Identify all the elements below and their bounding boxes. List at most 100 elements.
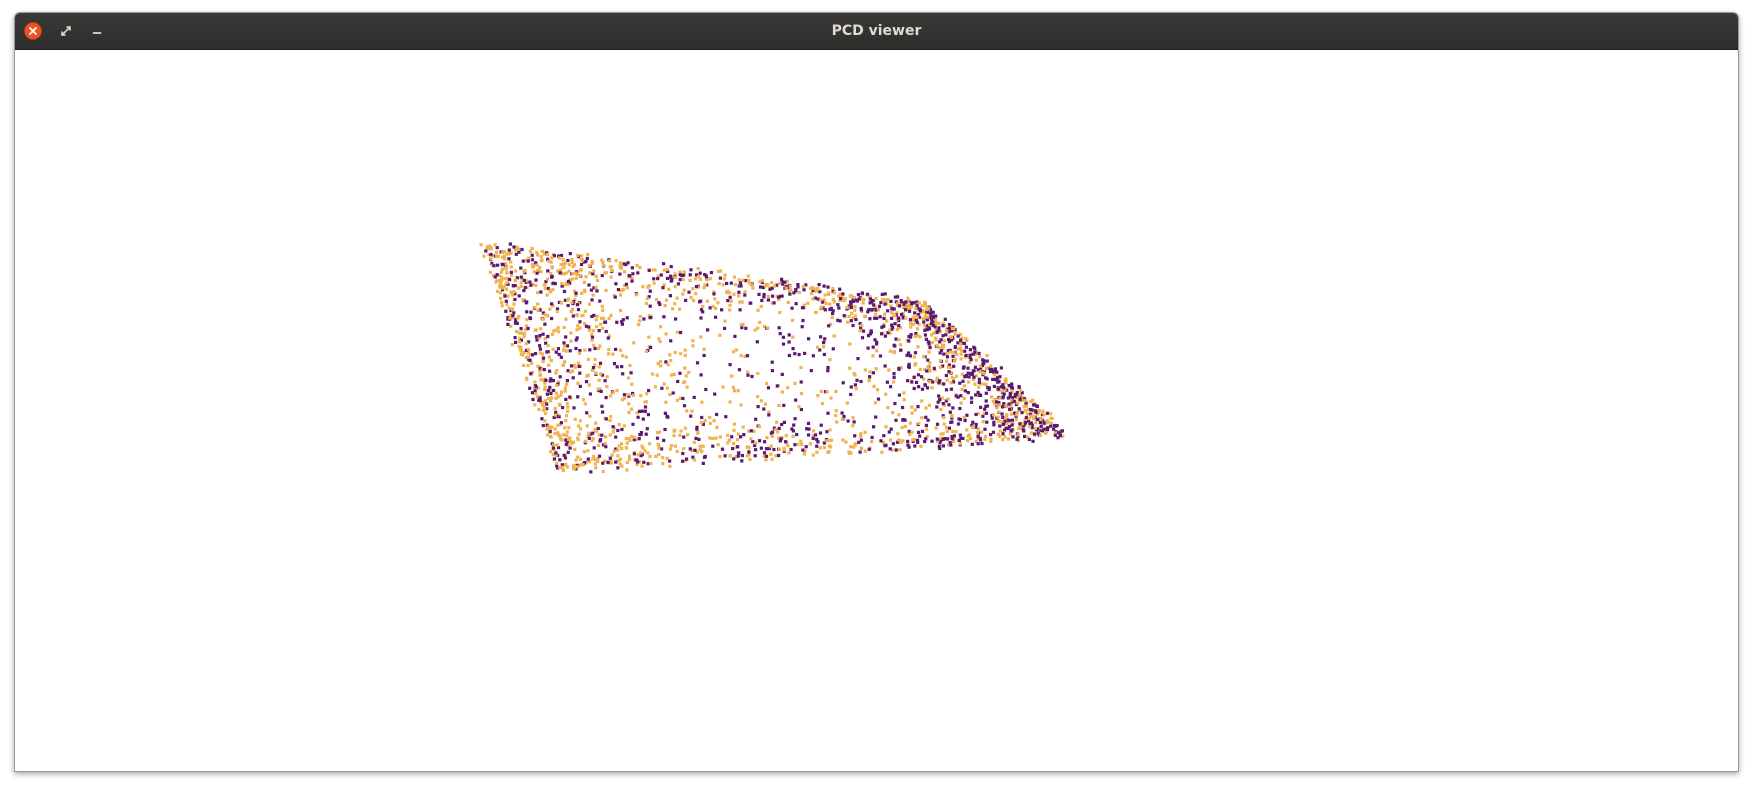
cloud-point [766, 326, 770, 330]
cloud-point [757, 425, 761, 429]
point-cloud-viewport[interactable] [15, 50, 1738, 771]
cloud-point [559, 263, 563, 267]
cloud-point [673, 275, 678, 279]
cloud-point [776, 430, 780, 434]
cloud-point [759, 285, 763, 289]
cloud-point [834, 389, 838, 393]
cloud-point [533, 380, 537, 384]
cloud-point [1014, 392, 1018, 396]
cloud-point [647, 268, 651, 272]
cloud-point [899, 299, 903, 303]
cloud-point [788, 284, 792, 288]
cloud-point [576, 455, 580, 459]
cloud-point [743, 354, 747, 358]
cloud-point [669, 265, 673, 269]
cloud-point [963, 349, 967, 353]
cloud-point [614, 435, 618, 439]
cloud-point [954, 430, 958, 434]
cloud-point [682, 404, 687, 408]
cloud-point [886, 331, 890, 335]
cloud-point [801, 284, 805, 289]
cloud-point [562, 348, 566, 352]
cloud-point [901, 405, 905, 410]
cloud-point [683, 366, 687, 370]
cloud-point [563, 261, 567, 265]
cloud-point [564, 317, 568, 321]
cloud-point [849, 392, 853, 397]
cloud-point [1038, 420, 1042, 424]
cloud-point [920, 416, 924, 420]
cloud-point [740, 454, 744, 458]
cloud-point [598, 344, 602, 348]
cloud-point [930, 439, 934, 443]
cloud-point [909, 325, 913, 329]
cloud-point [543, 419, 547, 423]
cloud-point [507, 306, 511, 310]
cloud-point [699, 421, 703, 425]
cloud-point [694, 285, 699, 289]
cloud-point [618, 462, 622, 466]
cloud-point [636, 415, 640, 419]
cloud-point [541, 408, 546, 412]
cloud-point [505, 303, 509, 307]
cloud-point [494, 280, 498, 284]
cloud-point [1006, 437, 1011, 441]
cloud-point [599, 438, 603, 442]
cloud-point [859, 434, 863, 439]
cloud-point [578, 274, 582, 278]
cloud-point [661, 462, 665, 466]
cloud-point [681, 451, 685, 456]
cloud-point [792, 291, 796, 295]
cloud-point [792, 423, 796, 427]
cloud-point [1045, 419, 1049, 423]
cloud-point [923, 301, 927, 305]
cloud-point [540, 417, 544, 421]
cloud-point [583, 348, 587, 352]
cloud-point [603, 271, 607, 275]
cloud-point [907, 307, 911, 311]
cloud-point [854, 318, 858, 322]
cloud-point [586, 434, 590, 438]
cloud-point [786, 386, 790, 390]
cloud-point [752, 429, 756, 433]
cloud-point [1003, 378, 1007, 382]
cloud-point [534, 261, 538, 265]
cloud-point [940, 396, 944, 400]
cloud-point [578, 326, 582, 330]
cloud-point [488, 244, 492, 248]
cloud-point [947, 323, 952, 327]
cloud-point [509, 260, 513, 264]
cloud-point [575, 313, 579, 317]
close-button[interactable] [24, 22, 42, 40]
maximize-button[interactable] [57, 22, 75, 40]
cloud-point [535, 250, 539, 254]
point-cloud-canvas[interactable] [15, 50, 1738, 771]
cloud-point [930, 386, 934, 390]
cloud-point [920, 399, 924, 403]
cloud-point [891, 410, 895, 415]
cloud-point [711, 304, 715, 309]
minimize-button[interactable] [88, 22, 106, 40]
cloud-point [945, 329, 949, 333]
cloud-point [960, 349, 964, 353]
cloud-point [871, 298, 875, 303]
cloud-point [942, 416, 946, 420]
cloud-point [860, 291, 864, 295]
cloud-point [892, 380, 896, 384]
cloud-point [553, 282, 557, 286]
title-bar[interactable]: PCD viewer [15, 13, 1738, 50]
cloud-point [678, 273, 682, 277]
cloud-point [919, 444, 923, 448]
cloud-point [871, 354, 875, 358]
cloud-point [556, 347, 560, 351]
cloud-point [636, 453, 640, 457]
cloud-point [638, 433, 642, 437]
cloud-point [848, 306, 852, 310]
cloud-point [662, 283, 666, 287]
cloud-point [739, 403, 743, 407]
cloud-point [777, 436, 781, 440]
cloud-point [492, 274, 496, 278]
cloud-point [722, 277, 726, 281]
cloud-point [780, 280, 784, 284]
cloud-point [1002, 428, 1007, 432]
